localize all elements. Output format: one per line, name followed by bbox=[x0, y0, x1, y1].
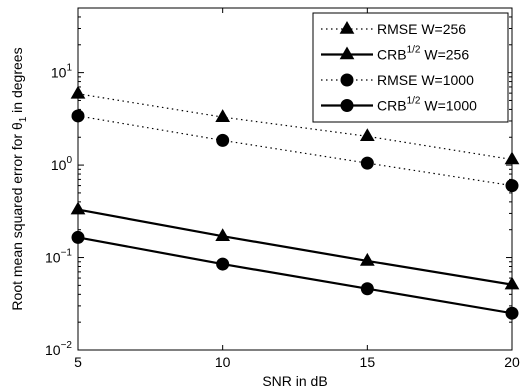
y-tick-label: 100 bbox=[51, 155, 73, 173]
data-point bbox=[359, 128, 375, 142]
legend-label: RMSE W=1000 bbox=[377, 72, 474, 88]
series-3 bbox=[71, 109, 519, 193]
y-axis-title: Root mean squared error for θ1 in degree… bbox=[9, 47, 29, 310]
y-tick-label: 10−2 bbox=[45, 340, 72, 358]
data-point bbox=[504, 276, 520, 290]
series-line bbox=[77, 208, 513, 286]
series-line bbox=[77, 236, 513, 315]
data-point bbox=[505, 306, 519, 320]
data-point bbox=[215, 228, 231, 242]
legend-marker bbox=[340, 73, 354, 87]
x-tick-label: 15 bbox=[360, 354, 376, 370]
legend-marker bbox=[339, 21, 355, 34]
data-point bbox=[71, 109, 85, 123]
legend-marker bbox=[339, 46, 355, 60]
legend-label: CRB1/2 W=1000 bbox=[377, 96, 477, 114]
data-point bbox=[70, 201, 86, 215]
legend-entry: RMSE W=1000 bbox=[321, 72, 474, 88]
series-1 bbox=[70, 85, 520, 165]
legend: RMSE W=256 CRB1/2 W=256 RMSE W=1000 CRB1/2 … bbox=[312, 12, 509, 123]
data-point bbox=[71, 230, 85, 244]
x-axis-title: SNR in dB bbox=[262, 373, 327, 389]
series-4 bbox=[71, 230, 519, 320]
legend-entry: CRB1/2 W=256 bbox=[321, 45, 469, 63]
x-tick-label: 5 bbox=[74, 354, 82, 370]
data-point bbox=[215, 109, 231, 122]
legend-label: RMSE W=256 bbox=[377, 21, 466, 37]
x-tick-label: 10 bbox=[215, 354, 231, 370]
legend-entry: CRB1/2 W=1000 bbox=[321, 96, 477, 114]
data-point bbox=[70, 85, 86, 99]
data-point bbox=[360, 156, 374, 170]
x-tick-label: 20 bbox=[504, 354, 520, 370]
series-line bbox=[77, 93, 513, 161]
data-point bbox=[359, 252, 375, 266]
data-point bbox=[505, 179, 519, 193]
series-2 bbox=[70, 201, 520, 290]
legend-entry: RMSE W=256 bbox=[321, 21, 466, 37]
data-point bbox=[216, 257, 230, 271]
legend-label: CRB1/2 W=256 bbox=[377, 45, 469, 63]
series-line bbox=[77, 115, 513, 187]
y-tick-label: 101 bbox=[51, 63, 73, 81]
legend-marker bbox=[340, 99, 354, 112]
data-point bbox=[216, 133, 230, 147]
y-tick-label: 10−1 bbox=[45, 248, 72, 266]
data-point bbox=[360, 282, 374, 296]
data-point bbox=[504, 151, 520, 165]
